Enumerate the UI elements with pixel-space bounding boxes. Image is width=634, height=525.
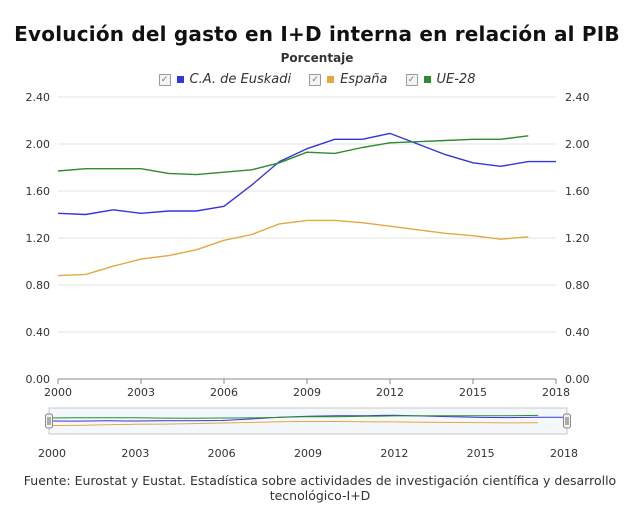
source-note: Fuente: Eurostat y Eustat. Estadística s… — [23, 473, 617, 503]
legend-item-espana[interactable]: ✓ España — [309, 72, 388, 87]
chart-title: Evolución del gasto en I+D interna en re… — [14, 22, 620, 46]
navigator-tick-label: 2009 — [294, 447, 322, 460]
y-tick-label-left: 0.40 — [26, 326, 51, 339]
legend-swatch-espana — [327, 76, 335, 83]
series-line-euskadi — [57, 132, 556, 216]
y-tick-label-right: 0.00 — [565, 373, 590, 386]
checkbox-icon[interactable]: ✓ — [309, 73, 322, 86]
y-tick-label-right: 0.80 — [565, 279, 590, 292]
navigator-handle-left[interactable] — [45, 413, 53, 429]
series-line-espana — [57, 219, 529, 277]
navigator-tick-label: 2000 — [38, 447, 66, 460]
navigator-tick-label: 2006 — [208, 447, 236, 460]
legend-label-espana: España — [340, 72, 388, 87]
x-tick-label: 2018 — [542, 386, 570, 399]
legend-item-ue28[interactable]: ✓ UE-28 — [405, 72, 476, 87]
navigator-line-espana — [48, 421, 539, 426]
legend-swatch-euskadi — [176, 76, 184, 83]
x-tick-label: 2015 — [459, 386, 487, 399]
y-tick-label-right: 1.20 — [565, 232, 590, 245]
x-tick-label: 2003 — [127, 386, 155, 399]
y-tick-label-right: 2.00 — [565, 138, 590, 151]
navigator-tick-label: 2015 — [467, 447, 495, 460]
checkbox-icon[interactable]: ✓ — [405, 73, 418, 86]
navigator-tick-label: 2018 — [550, 447, 578, 460]
y-tick-label-right: 2.40 — [565, 91, 590, 104]
x-tick-label: 2012 — [376, 386, 404, 399]
y-tick-label-left: 0.00 — [26, 373, 51, 386]
legend-swatch-ue28 — [423, 76, 431, 83]
legend: ✓ C.A. de Euskadi ✓ España ✓ UE-28 — [0, 72, 634, 87]
y-tick-label-right: 0.40 — [565, 326, 590, 339]
navigator-line-ue28 — [48, 414, 539, 419]
legend-label-ue28: UE-28 — [436, 72, 476, 87]
navigator-tick-label: 2012 — [380, 447, 408, 460]
y-tick-label-left: 1.60 — [26, 185, 51, 198]
legend-label-euskadi: C.A. de Euskadi — [189, 72, 292, 87]
y-tick-label-left: 2.40 — [26, 91, 51, 104]
y-tick-label-left: 0.80 — [26, 279, 51, 292]
y-tick-label-left: 2.00 — [26, 138, 51, 151]
navigator-tick-label: 2003 — [121, 447, 149, 460]
chart-subtitle: Porcentaje — [280, 51, 354, 65]
series-line-ue28 — [57, 135, 529, 176]
x-tick-label: 2009 — [293, 386, 321, 399]
x-tick-label: 2006 — [210, 386, 238, 399]
legend-item-euskadi[interactable]: ✓ C.A. de Euskadi — [158, 72, 292, 87]
navigator-handle-right[interactable] — [563, 413, 571, 429]
y-tick-label-left: 1.20 — [26, 232, 51, 245]
y-tick-label-right: 1.60 — [565, 185, 590, 198]
x-tick-label: 2000 — [44, 386, 72, 399]
checkbox-icon[interactable]: ✓ — [158, 73, 171, 86]
line-chart: 0.00 0.00 0.40 0.40 0.80 0.80 1.20 1.20 1.60 1.60… — [26, 91, 590, 460]
